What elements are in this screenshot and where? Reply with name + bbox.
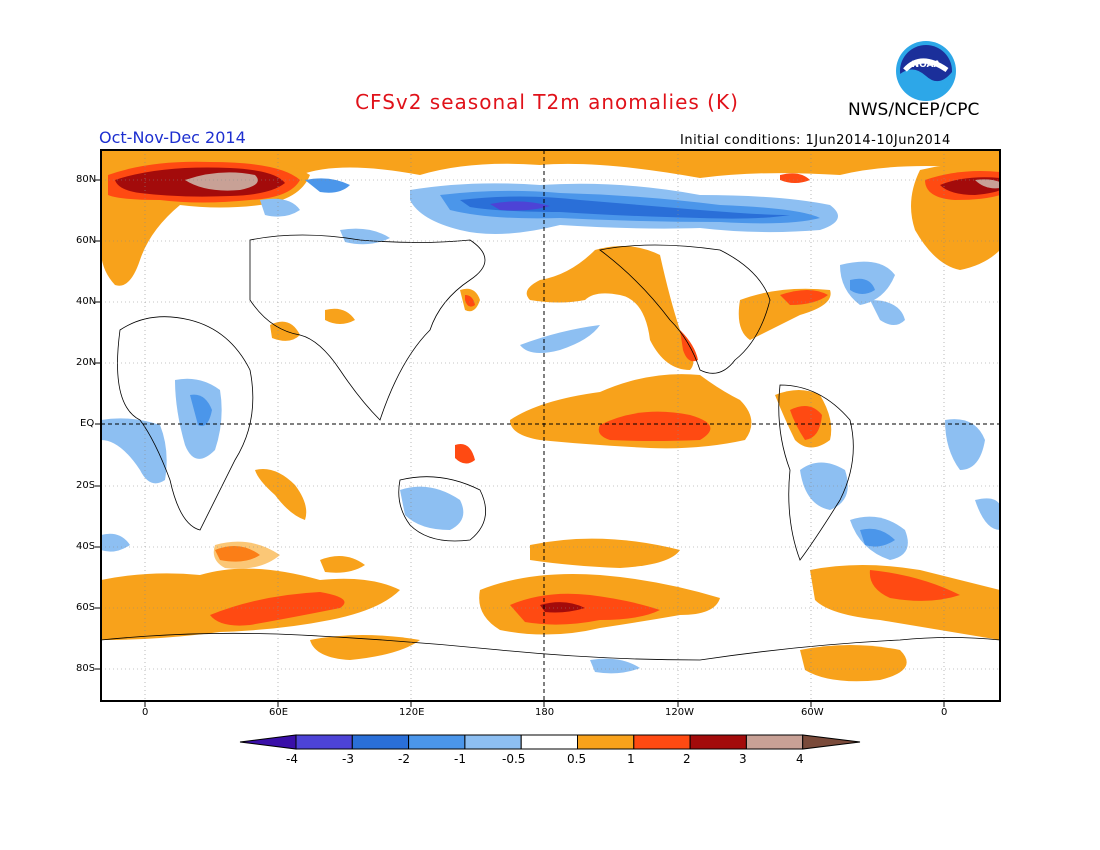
lon-label-180: 180 [535,707,555,718]
colorbar-label-minus0-5: -0.5 [502,752,526,766]
colorbar-segment-4 [464,734,522,750]
equator-and-dateline [101,150,1000,701]
lon-label-120w: 120W [665,707,694,718]
lat-label-20s: 20S [76,480,96,491]
map-frame [100,149,1001,702]
lat-label-80n: 80N [76,174,97,185]
lon-label-0: 0 [142,707,149,718]
anomaly-fields [101,150,1000,701]
colorbar-segment-0 [239,734,297,750]
colorbar-segment-2 [351,734,410,750]
lon-label-60w: 60W [801,707,824,718]
lat-label-eq: EQ [80,418,95,429]
lat-label-80s: 80S [76,663,96,674]
agency-label: NWS/NCEP/CPC [848,100,980,120]
initial-conditions-label: Initial conditions: 1Jun2014-10Jun2014 [680,133,951,148]
lon-label-120e: 120E [399,707,425,718]
lon-label-60e: 60E [269,707,289,718]
map-title: CFSv2 seasonal T2m anomalies (K) [355,90,739,114]
colorbar-label-2: 2 [683,752,691,766]
colorbar-segment-5 [520,734,579,750]
colorbar-segment-8 [689,734,747,750]
colorbar-label-0-5: 0.5 [567,752,587,766]
colorbar-segment-6 [577,734,635,750]
colorbar-segment-3 [408,734,466,750]
colorbar-segment-9 [745,734,804,750]
colorbar-label-1: 1 [627,752,635,766]
lon-label-0-right: 0 [941,707,948,718]
colorbar-label-minus4: -4 [286,752,298,766]
colorbar-label-4: 4 [796,752,804,766]
colorbar-segment-7 [633,734,691,750]
lat-label-20n: 20N [76,357,97,368]
colorbar-label-minus2: -2 [398,752,410,766]
lat-label-40s: 40S [76,541,96,552]
noaa-logo-icon: NOAA [896,41,956,101]
season-label: Oct-Nov-Dec 2014 [99,128,246,147]
lat-label-60s: 60S [76,602,96,613]
colorbar-segment-10 [802,734,861,750]
axis-ticks [95,179,945,707]
lat-label-60n: 60N [76,235,97,246]
colorbar-label-minus3: -3 [342,752,354,766]
lat-label-40n: 40N [76,296,97,307]
colorbar-label-3: 3 [739,752,747,766]
colorbar [239,734,861,750]
colorbar-segment-1 [295,734,353,750]
colorbar-label-minus1: -1 [454,752,466,766]
logo-text: NOAA [912,60,941,70]
coastlines [100,234,1001,661]
